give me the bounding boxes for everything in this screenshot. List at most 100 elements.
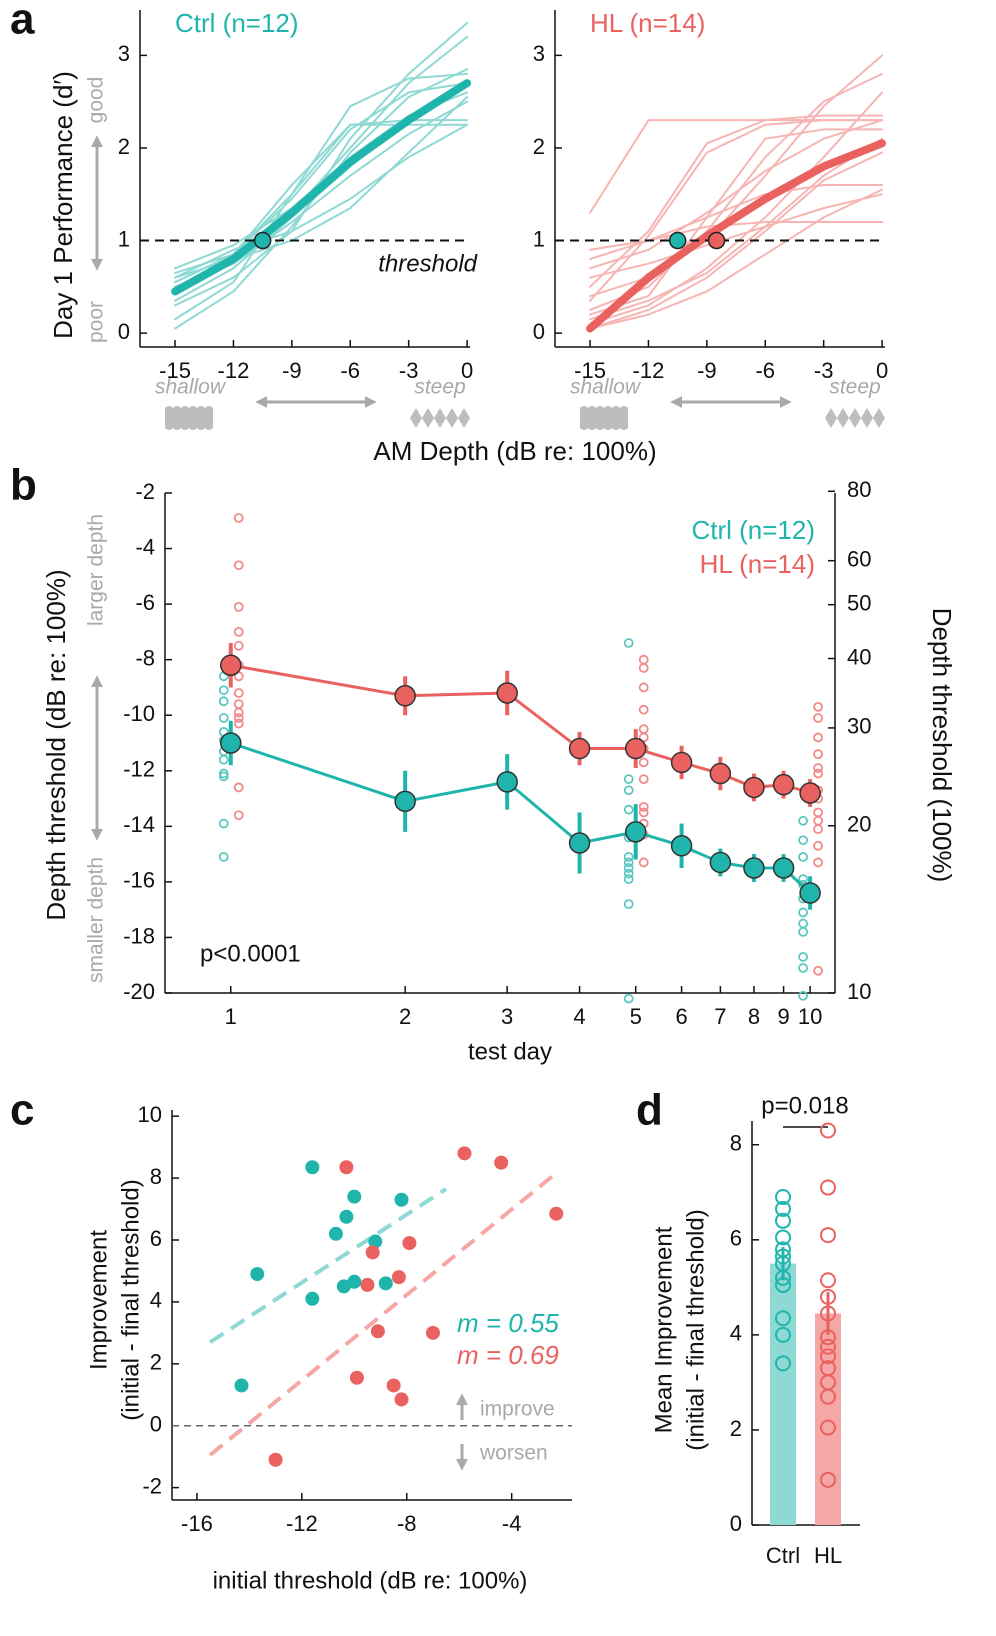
mean-point bbox=[220, 654, 242, 676]
y-tick-label: -8 bbox=[135, 645, 155, 670]
individual-point bbox=[638, 654, 649, 665]
y-tick-label: 1 bbox=[533, 226, 545, 251]
x-axis-label: AM Depth (dB re: 100%) bbox=[373, 436, 656, 466]
mean-point bbox=[799, 882, 821, 904]
curve bbox=[589, 128, 884, 316]
y-tick-label: 2 bbox=[533, 134, 545, 159]
mean-point bbox=[624, 737, 647, 760]
individual-point bbox=[775, 1229, 791, 1246]
mean-point bbox=[568, 737, 591, 760]
individual-point bbox=[798, 835, 809, 846]
curve bbox=[589, 151, 884, 330]
point bbox=[347, 1189, 362, 1204]
panel-title: HL (n=14) bbox=[590, 8, 705, 38]
individual-point bbox=[813, 732, 824, 743]
x-tick-label: 0 bbox=[461, 358, 473, 383]
point bbox=[370, 1324, 385, 1339]
panel-label: c bbox=[10, 1086, 34, 1135]
individual-point bbox=[820, 1419, 836, 1436]
individual-point bbox=[820, 1272, 836, 1289]
individual-point bbox=[233, 560, 244, 571]
y-tick-label: 0 bbox=[730, 1511, 742, 1536]
individual-point bbox=[813, 768, 824, 779]
x-tick-label: Ctrl bbox=[766, 1543, 800, 1568]
point bbox=[368, 1234, 383, 1249]
mean-point bbox=[670, 751, 693, 774]
annotation: worsen bbox=[479, 1442, 548, 1465]
individual-point bbox=[798, 815, 809, 826]
mean-line bbox=[230, 741, 812, 895]
x-tick-label: -16 bbox=[181, 1511, 213, 1536]
individual-point bbox=[775, 1212, 791, 1229]
slope-label: m = 0.55 bbox=[457, 1308, 559, 1338]
individual-point bbox=[798, 907, 809, 918]
individual-point bbox=[218, 818, 229, 829]
y-tick-label: 0 bbox=[533, 319, 545, 344]
annotation: poor bbox=[85, 301, 108, 343]
y-tick-label: 0 bbox=[150, 1412, 162, 1437]
mean-point bbox=[799, 782, 821, 804]
curve bbox=[589, 54, 884, 298]
x-tick-label: 6 bbox=[675, 1004, 687, 1029]
individual-point bbox=[798, 926, 809, 937]
individual-point bbox=[820, 1179, 836, 1196]
curve bbox=[589, 91, 884, 325]
individual-point bbox=[813, 857, 824, 868]
point bbox=[391, 1270, 406, 1285]
x-tick-label: -15 bbox=[574, 358, 606, 383]
y-axis-label: (initial - final threshold) bbox=[682, 1209, 709, 1450]
y-tick-label: -12 bbox=[123, 757, 155, 782]
bar bbox=[770, 1263, 796, 1525]
individual-point bbox=[798, 851, 809, 862]
individual-point bbox=[233, 713, 244, 723]
individual-point bbox=[638, 704, 649, 715]
annotation: larger depth bbox=[85, 514, 108, 626]
x-axis-label: initial threshold (dB re: 100%) bbox=[213, 1567, 528, 1594]
y2-tick-label: 30 bbox=[847, 714, 871, 739]
point bbox=[336, 1279, 351, 1294]
individual-point bbox=[623, 804, 634, 815]
threshold-marker bbox=[668, 231, 687, 250]
mean-point bbox=[394, 685, 416, 707]
x-tick-label: -3 bbox=[814, 358, 834, 383]
mean-point bbox=[568, 832, 591, 854]
x-tick-label: -8 bbox=[397, 1511, 417, 1536]
individual-point bbox=[820, 1348, 836, 1365]
y-tick-label: 4 bbox=[150, 1288, 162, 1313]
y-axis-label: Mean Improvement bbox=[650, 1226, 677, 1433]
individual-point bbox=[775, 1326, 791, 1343]
annotation: p<0.0001 bbox=[200, 940, 301, 967]
x-tick-label: 9 bbox=[777, 1004, 789, 1029]
y-tick-label: -14 bbox=[123, 812, 155, 837]
mean-point bbox=[496, 771, 518, 793]
individual-point bbox=[813, 763, 824, 773]
point bbox=[349, 1370, 364, 1385]
individual-point bbox=[798, 918, 809, 929]
y-tick-label: 3 bbox=[533, 41, 545, 66]
curve bbox=[589, 137, 884, 321]
curve bbox=[589, 221, 884, 251]
mean-point bbox=[772, 773, 795, 796]
curve bbox=[171, 79, 472, 296]
individual-point bbox=[218, 771, 229, 782]
individual-point bbox=[218, 696, 229, 707]
y-tick-label: 6 bbox=[730, 1226, 742, 1251]
individual-point bbox=[623, 868, 634, 879]
point bbox=[365, 1245, 380, 1260]
y-tick-label: -6 bbox=[135, 590, 155, 615]
y2-tick-label: 60 bbox=[847, 546, 871, 571]
individual-point bbox=[218, 754, 229, 765]
x-axis-label: test day bbox=[468, 1038, 552, 1065]
point bbox=[549, 1206, 564, 1221]
individual-point bbox=[775, 1310, 791, 1327]
point bbox=[402, 1236, 417, 1251]
y-axis-label: Depth threshold (dB re: 100%) bbox=[41, 569, 71, 920]
individual-point bbox=[813, 965, 824, 976]
y-tick-label: 8 bbox=[730, 1131, 742, 1156]
annotation: improve bbox=[480, 1398, 555, 1421]
y-tick-label: -16 bbox=[123, 868, 155, 893]
mean-point bbox=[709, 851, 732, 874]
y-tick-label: 8 bbox=[150, 1164, 162, 1189]
x-tick-label: -6 bbox=[755, 358, 775, 383]
individual-point bbox=[623, 863, 634, 873]
